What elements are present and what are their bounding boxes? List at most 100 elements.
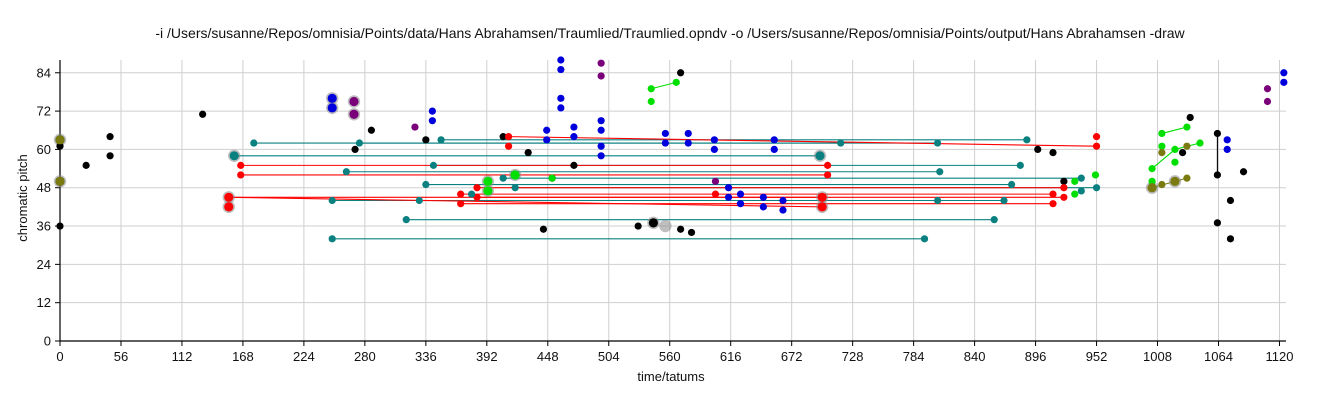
data-point-green [1071,190,1079,198]
data-point-blue [661,139,669,147]
data-point-green [1171,145,1179,154]
data-point-teal [933,196,942,205]
data-point-red [1049,190,1057,198]
data-point-purple [597,72,605,80]
data-point-green [1158,142,1166,150]
data-point-blue [543,126,551,134]
x-tick-label: 840 [964,349,986,364]
data-point-blue [724,193,733,201]
data-point-blue [759,203,767,211]
data-point-teal [250,139,258,147]
pattern-line-red [508,136,1097,147]
data-point-olive [1183,174,1191,182]
data-point-red [473,193,481,201]
data-point-teal [402,216,410,224]
x-tick-label: 896 [1025,349,1047,364]
data-point-teal [1016,161,1024,169]
data-point-black [1178,149,1187,157]
data-point-olive [55,176,65,186]
data-point-black [1226,196,1235,205]
data-point-teal [1092,184,1101,192]
data-point-purple [349,96,359,107]
y-tick-label: 84 [37,65,51,80]
data-point-red [224,202,234,212]
data-point-green [672,78,680,86]
data-point-teal [415,196,423,205]
data-point-red [824,171,832,179]
x-tick-label: 784 [903,349,925,364]
data-point-teal [1077,174,1085,182]
data-point-red [1092,133,1101,141]
data-point-blue [1280,69,1288,77]
pattern-line-green [1151,148,1176,169]
data-point-black [1239,168,1248,176]
data-point-teal [342,168,350,176]
data-point-red [224,192,234,202]
data-point-teal [467,190,476,198]
data-point-purple [597,59,605,67]
data-point-blue [570,133,578,141]
data-point-purple [711,177,720,185]
data-point-purple [349,109,359,119]
data-point-green [1171,158,1179,166]
data-point-red [711,190,720,198]
data-point-teal [1023,136,1031,144]
data-point-teal [355,139,364,147]
x-tick-label: 448 [537,349,559,364]
data-point-green [510,170,520,180]
data-point-blue [736,190,745,198]
data-point-blue [327,93,337,103]
x-tick-label: 728 [842,349,864,364]
data-point-blue [557,65,565,74]
data-point-red [504,133,513,141]
data-point-olive [1158,180,1166,189]
data-point-red [817,192,827,202]
data-point-blue [557,104,565,112]
data-point-blue [710,145,718,154]
x-tick-label: 392 [476,349,498,364]
data-point-black [524,149,532,157]
data-point-teal [328,235,336,243]
data-point-black [634,222,642,230]
data-point-red [824,161,832,169]
x-tick-label: 280 [354,349,376,364]
data-point-teal [933,139,942,147]
data-point-green [647,97,655,106]
data-point-olive [1183,142,1191,150]
data-point-blue [759,193,767,201]
axes: 0 56 112 168 224 280 336 392 448 504 560 616 672 728 7… [37,60,1293,364]
data-point-teal [437,136,445,144]
x-tick-label: 616 [720,349,742,364]
x-tick-label: 336 [415,349,437,364]
data-point-teal [920,235,929,243]
data-point-blue [736,200,745,208]
y-tick-label: 36 [37,219,51,234]
y-tick-label: 72 [37,104,51,119]
data-point-black [1049,149,1057,157]
x-axis-label: time/tatums [637,369,705,384]
data-point-black [648,218,659,228]
data-point-green [1196,139,1204,147]
data-point-black [1213,171,1222,179]
data-point-black [1034,145,1042,154]
data-point-green [1158,129,1166,138]
data-point-red [1092,142,1101,150]
data-point-blue [428,117,436,125]
data-point-black [570,161,578,169]
data-point-red [237,161,245,169]
data-point-black [56,222,64,230]
data-point-green [1071,177,1079,185]
data-point-teal [229,151,239,161]
data-point-black [56,142,64,150]
y-tick-label: 60 [37,142,51,157]
x-tick-label: 952 [1086,349,1108,364]
data-point-black [351,145,359,154]
data-point-black [677,225,685,233]
x-tick-label: 1064 [1204,349,1233,364]
data-point-green [1148,177,1156,185]
data-point-teal [422,180,430,189]
data-point-blue [543,136,551,144]
data-point-red [1060,193,1068,201]
data-point-black [677,69,685,77]
